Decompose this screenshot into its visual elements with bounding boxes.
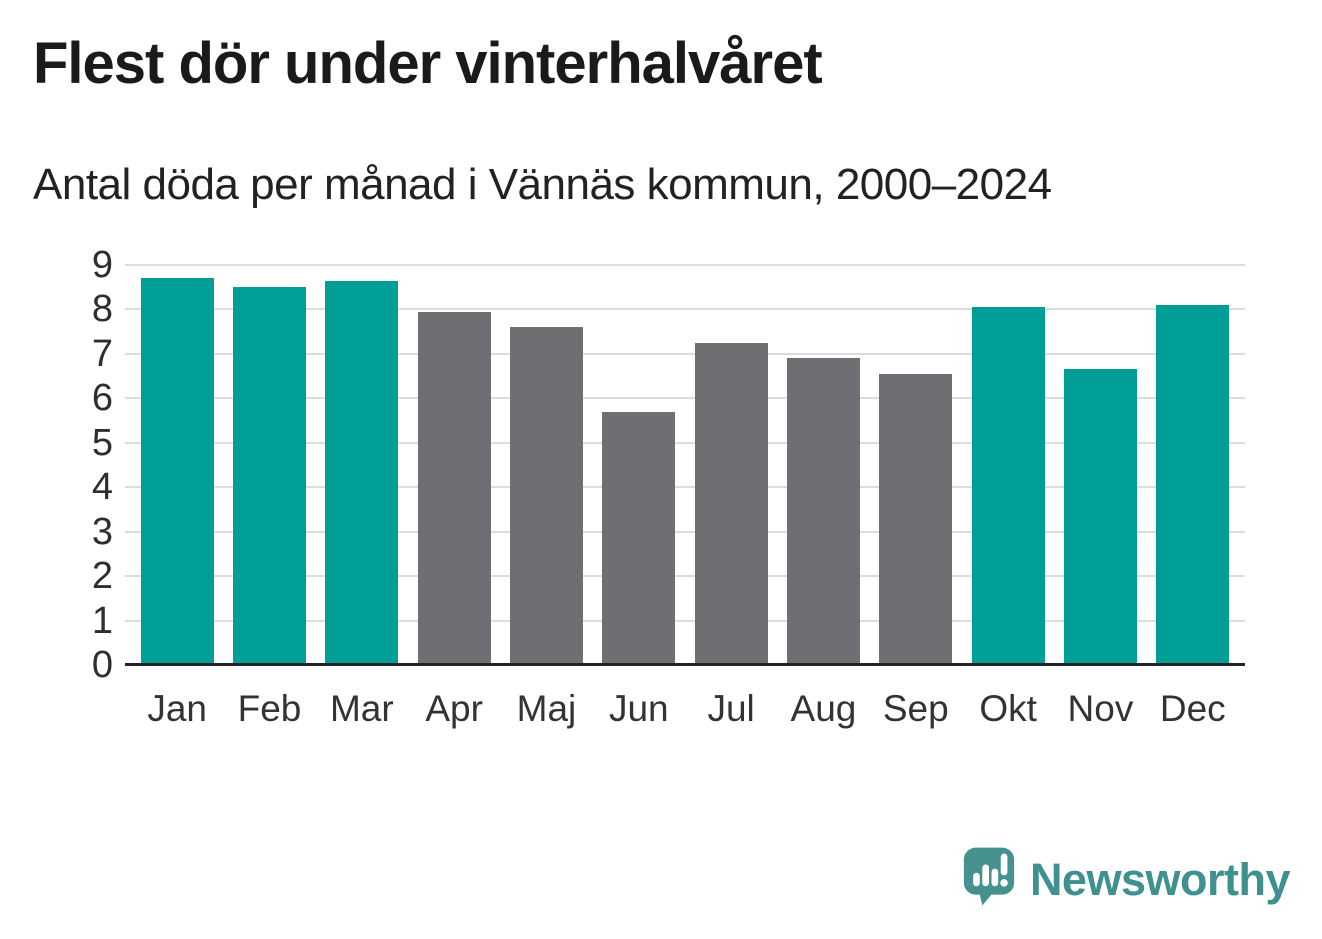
gridline (125, 619, 1245, 622)
bar-dec (1156, 305, 1230, 665)
y-tick-label: 3 (91, 510, 113, 553)
y-tick-label: 2 (91, 555, 113, 598)
bar-chart-speech-bubble-icon (962, 846, 1016, 913)
gridline (125, 352, 1245, 355)
bar-aug (786, 358, 860, 665)
gridline (125, 530, 1245, 533)
x-axis-labels: Jan Feb Mar Apr Maj Jun Jul Aug Sep Okt Nov Dec (131, 688, 1239, 730)
y-tick-label: 5 (91, 421, 113, 464)
y-tick-label: 9 (91, 244, 113, 286)
gridline (125, 575, 1245, 578)
brand-name: Newsworthy (1029, 853, 1291, 905)
bar-slot (500, 265, 592, 665)
x-tick-label: Nov (1067, 688, 1134, 729)
x-tick-label: Aug (790, 688, 857, 729)
x-tick-label: Jul (707, 688, 755, 729)
x-axis-baseline (125, 663, 1245, 666)
x-tick-label: Maj (516, 688, 577, 729)
bar-slot (408, 265, 500, 665)
x-tick-label: Mar (329, 688, 394, 729)
x-tick-label: Dec (1159, 688, 1226, 729)
brand-lockup: Newsworthy (962, 846, 1291, 913)
y-tick-label: 8 (91, 288, 113, 331)
x-tick-label: Apr (425, 688, 483, 729)
bar-maj (510, 327, 583, 665)
bar-jan (140, 278, 214, 665)
chart-subtitle: Antal döda per månad i Vännäs kommun, 20… (33, 160, 1052, 209)
x-tick-label: Jan (147, 688, 207, 729)
y-tick-label: 6 (91, 377, 113, 420)
bar-mar (325, 280, 399, 665)
bar-slot (316, 265, 408, 665)
bar-nov (1063, 369, 1137, 665)
bar-slot (1054, 265, 1146, 665)
gridline (125, 486, 1245, 489)
bar-apr (417, 311, 491, 665)
bar-series (131, 265, 1239, 665)
y-tick-label: 7 (91, 332, 113, 375)
bar-slot (777, 265, 869, 665)
plot-area (125, 264, 1245, 666)
chart-title: Flest dör under vinterhalvåret (33, 31, 823, 96)
bar-slot (962, 265, 1054, 665)
gridline (125, 264, 1245, 266)
bar-slot (223, 265, 315, 665)
bar-jul (694, 342, 768, 665)
y-tick-label: 0 (91, 644, 113, 686)
x-tick-label: Feb (237, 688, 302, 729)
gridline (125, 308, 1245, 311)
bar-slot (1147, 265, 1239, 665)
gridline (125, 397, 1245, 400)
x-tick-label: Okt (979, 688, 1037, 729)
gridline (125, 441, 1245, 444)
bar-slot (685, 265, 777, 665)
bar-sep (879, 373, 953, 665)
bar-feb (233, 287, 306, 665)
x-tick-label: Sep (882, 688, 949, 729)
y-tick-label: 1 (91, 599, 113, 642)
bar-jun (602, 411, 676, 665)
bar-slot (870, 265, 962, 665)
y-tick-label: 4 (91, 466, 113, 509)
bar-slot (593, 265, 685, 665)
bar-okt (971, 307, 1045, 665)
bar-slot (131, 265, 223, 665)
x-tick-label: Jun (608, 688, 669, 729)
